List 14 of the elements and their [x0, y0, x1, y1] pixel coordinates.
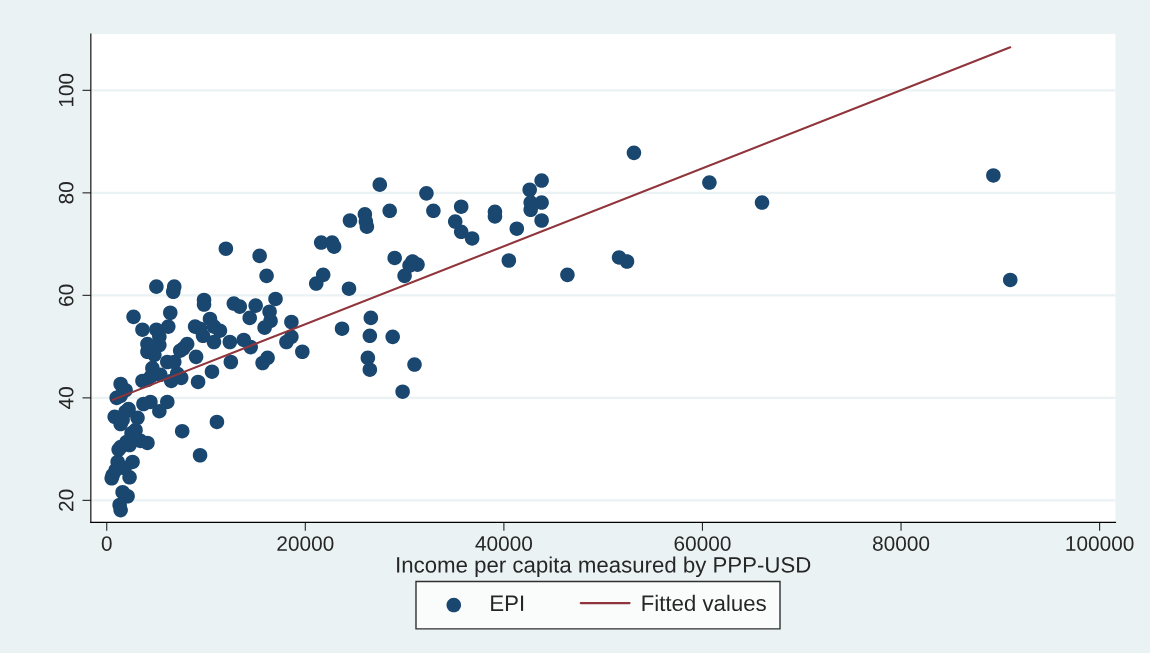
y-tick-label: 60 — [58, 284, 74, 306]
x-tick-label: 60000 — [674, 536, 731, 551]
x-axis-title: Income per capita measured by PPP-USD — [397, 556, 811, 578]
y-tick-label: 20 — [58, 489, 74, 511]
x-tick-label: 100000 — [1066, 536, 1134, 551]
x-tick-label: 40000 — [475, 536, 533, 551]
legend-label: Fitted values — [642, 594, 766, 612]
y-tick-label: 80 — [58, 182, 74, 204]
x-tick-label: 80000 — [872, 536, 930, 551]
y-tick-label: 100 — [58, 73, 74, 107]
x-tick-label: 20000 — [277, 536, 334, 551]
legend-label: EPI — [491, 595, 524, 611]
x-tick-label: 0 — [101, 536, 112, 551]
y-tick-label: 40 — [58, 387, 74, 409]
